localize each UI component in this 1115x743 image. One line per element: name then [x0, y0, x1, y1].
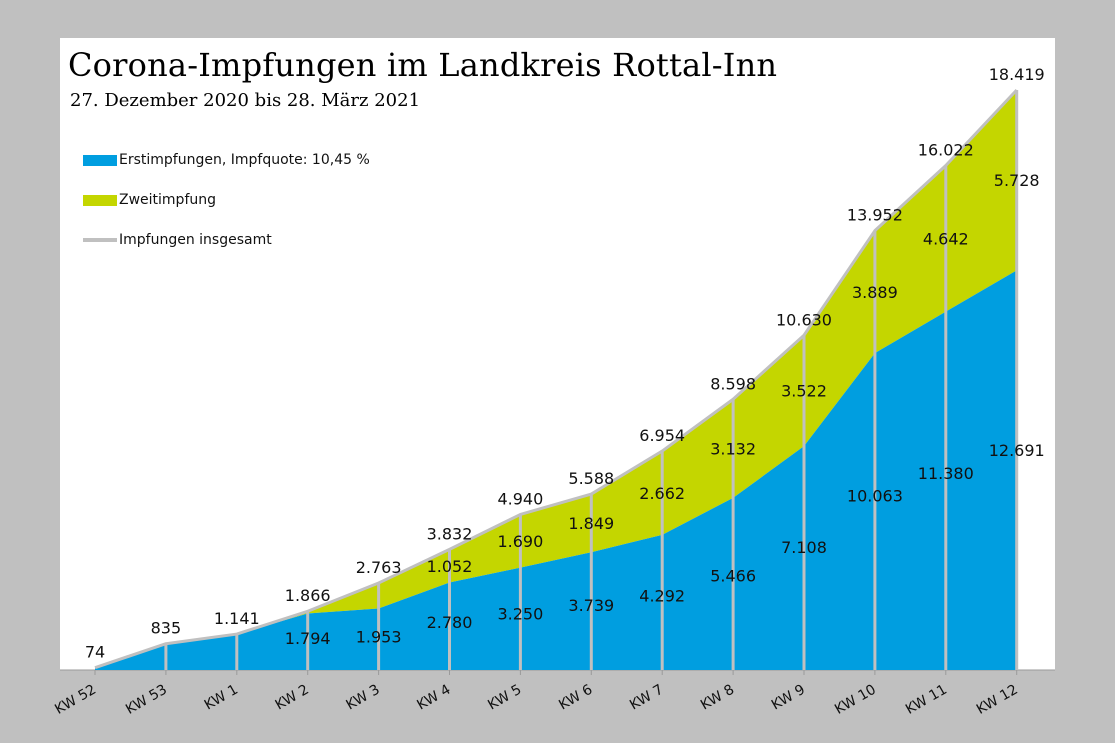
label-total-5: 3.832: [427, 524, 473, 543]
legend-item-insgesamt: Impfungen insgesamt: [83, 230, 370, 250]
x-tick-label-9: KW 8: [698, 682, 737, 714]
legend-swatch-insgesamt: [83, 238, 117, 242]
label-erst-8: 4.292: [639, 587, 685, 606]
label-total-4: 2.763: [356, 558, 402, 577]
legend-item-erstimpfungen: Erstimpfungen, Impfquote: 10,45 %: [83, 150, 370, 170]
legend-item-zweitimpfung: Zweitimpfung: [83, 190, 370, 210]
label-zweit-11: 3.889: [852, 283, 898, 302]
label-zweit-6: 1.690: [497, 532, 543, 551]
label-total-12: 16.022: [918, 140, 974, 159]
label-erst-12: 11.380: [918, 464, 974, 483]
label-total-8: 6.954: [639, 426, 685, 445]
line-impfungen-insgesamt: [94, 88, 1018, 670]
x-tick-label-1: KW 53: [123, 682, 170, 718]
label-zweit-5: 1.052: [427, 557, 473, 576]
label-total-3: 1.866: [285, 586, 331, 605]
legend-label-insgesamt: Impfungen insgesamt: [119, 232, 272, 248]
label-erst-5: 2.780: [427, 613, 473, 632]
label-total-6: 4.940: [497, 489, 543, 508]
legend-label-erstimpfungen: Erstimpfungen, Impfquote: 10,45 %: [119, 152, 370, 168]
x-tick-label-12: KW 11: [903, 682, 950, 718]
label-total-11: 13.952: [847, 206, 903, 225]
x-tick-label-5: KW 4: [414, 682, 453, 714]
x-tick-label-10: KW 9: [769, 682, 808, 714]
label-total-9: 8.598: [710, 374, 756, 393]
x-tick-label-6: KW 5: [485, 682, 524, 714]
label-total-7: 5.588: [568, 469, 614, 488]
legend-label-zweitimpfung: Zweitimpfung: [119, 192, 217, 208]
label-total-0: 74: [85, 643, 105, 662]
x-tick-label-0: KW 52: [52, 682, 99, 718]
label-erst-6: 3.250: [497, 605, 543, 624]
label-erst-11: 10.063: [847, 487, 903, 506]
label-erst-13: 12.691: [989, 441, 1045, 460]
x-tick-label-4: KW 3: [344, 682, 383, 714]
chart-subtitle: 27. Dezember 2020 bis 28. März 2021: [70, 90, 421, 111]
x-tick-label-7: KW 6: [556, 682, 595, 714]
label-total-2: 1.141: [214, 609, 260, 628]
label-zweit-13: 5.728: [994, 171, 1040, 190]
area-zweitimpfung: [95, 90, 1017, 668]
label-zweit-9: 3.132: [710, 440, 756, 459]
chart-title: Corona-Impfungen im Landkreis Rottal-Inn: [68, 46, 778, 84]
x-tick-label-3: KW 2: [273, 682, 312, 714]
area-erstimpfungen: [95, 270, 1017, 670]
x-tick-label-11: KW 10: [832, 682, 879, 718]
legend: Erstimpfungen, Impfquote: 10,45 % Zweiti…: [83, 150, 370, 270]
label-total-10: 10.630: [776, 310, 832, 329]
x-tick-label-13: KW 12: [974, 682, 1021, 718]
x-tick-label-2: KW 1: [202, 682, 241, 714]
legend-swatch-erstimpfungen: [83, 154, 117, 166]
label-zweit-7: 1.849: [568, 514, 614, 533]
label-erst-7: 3.739: [568, 596, 614, 615]
label-erst-4: 1.953: [356, 628, 402, 647]
label-zweit-8: 2.662: [639, 484, 685, 503]
label-zweit-10: 3.522: [781, 382, 827, 401]
x-tick-label-8: KW 7: [627, 682, 666, 714]
label-erst-3: 1.794: [285, 629, 331, 648]
legend-swatch-zweitimpfung: [83, 194, 117, 206]
label-total-13: 18.419: [989, 65, 1045, 84]
label-erst-10: 7.108: [781, 538, 827, 557]
label-erst-9: 5.466: [710, 566, 756, 585]
label-total-1: 835: [151, 619, 182, 638]
label-zweit-12: 4.642: [923, 230, 969, 249]
